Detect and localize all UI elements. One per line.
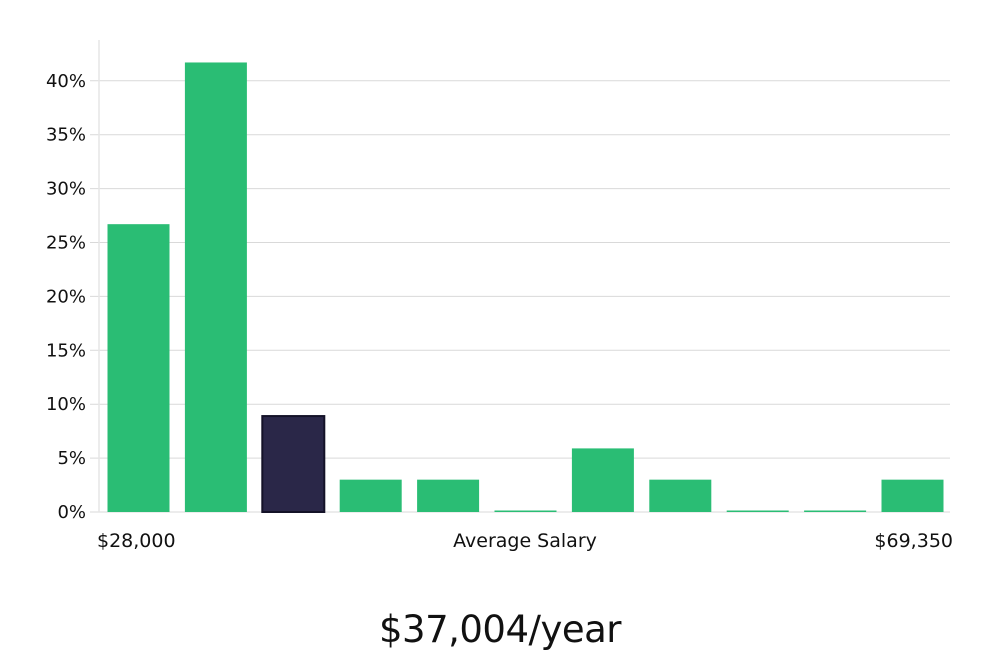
- y-tick-label: 35%: [46, 125, 86, 146]
- bar: [417, 479, 480, 512]
- y-tick-label: 40%: [46, 71, 86, 92]
- average-salary-headline: $37,004/year: [378, 608, 622, 651]
- bar: [804, 510, 867, 512]
- bar: [107, 224, 170, 512]
- bar: [571, 448, 634, 512]
- y-tick-label: 30%: [46, 179, 86, 200]
- bar: [494, 510, 557, 512]
- chart-svg: 0% 5% 10% 15% 20% 25% 30% 35% 40% $28,000 Averag…: [46, 40, 953, 552]
- y-tick-label: 5%: [57, 448, 86, 469]
- x-min-label: $28,000: [97, 530, 176, 552]
- y-tick-label: 0%: [57, 502, 86, 523]
- x-max-label: $69,350: [874, 530, 953, 552]
- y-tick-label: 25%: [46, 233, 86, 254]
- bar: [881, 479, 944, 512]
- y-tick-labels: 0% 5% 10% 15% 20% 25% 30% 35% 40%: [46, 71, 86, 523]
- y-tick-label: 20%: [46, 286, 86, 307]
- bar: [649, 479, 712, 512]
- bar: [184, 62, 247, 512]
- bar-highlighted: [261, 415, 326, 514]
- y-tick-label: 10%: [46, 394, 86, 415]
- x-axis-title: Average Salary: [453, 530, 597, 552]
- bars: [107, 62, 944, 514]
- y-tick-label: 15%: [46, 340, 86, 361]
- bar: [726, 510, 789, 512]
- bar: [339, 479, 402, 512]
